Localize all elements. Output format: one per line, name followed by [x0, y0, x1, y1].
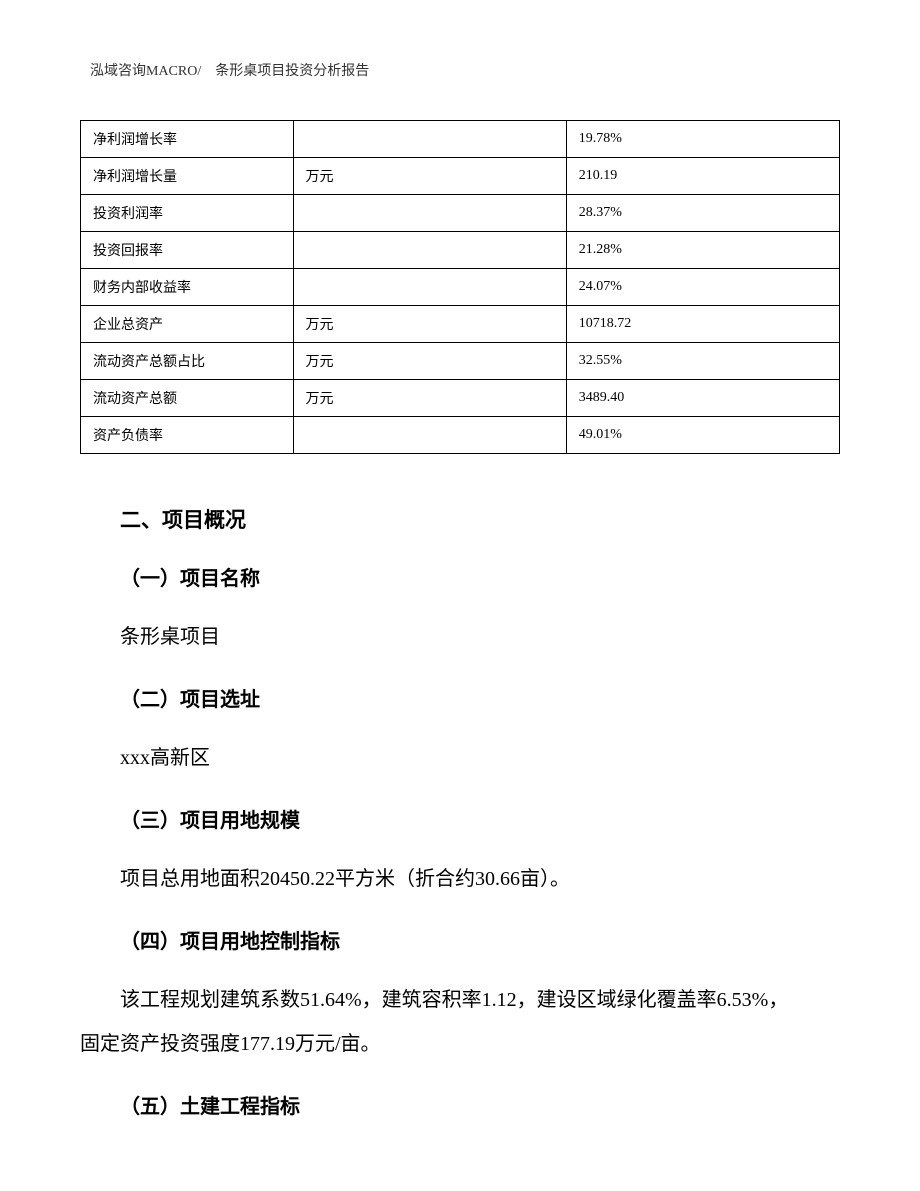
unit-cell	[293, 269, 566, 306]
subsection-title-3: （三）项目用地规模	[120, 804, 800, 833]
subsection-title-1: （一）项目名称	[120, 562, 800, 591]
subsection-title-4: （四）项目用地控制指标	[120, 925, 800, 954]
value-cell: 24.07%	[566, 269, 839, 306]
table-row: 投资回报率 21.28%	[81, 232, 840, 269]
subsection-text-2: xxx高新区	[120, 736, 800, 780]
table-row: 净利润增长量 万元 210.19	[81, 158, 840, 195]
table-row: 投资利润率 28.37%	[81, 195, 840, 232]
indicator-cell: 投资回报率	[81, 232, 294, 269]
indicator-cell: 流动资产总额占比	[81, 343, 294, 380]
value-cell: 10718.72	[566, 306, 839, 343]
table-row: 流动资产总额占比 万元 32.55%	[81, 343, 840, 380]
value-cell: 28.37%	[566, 195, 839, 232]
value-cell: 3489.40	[566, 380, 839, 417]
indicator-cell: 财务内部收益率	[81, 269, 294, 306]
unit-cell: 万元	[293, 380, 566, 417]
unit-cell: 万元	[293, 343, 566, 380]
unit-cell: 万元	[293, 158, 566, 195]
subsection-text-4: 该工程规划建筑系数51.64%，建筑容积率1.12，建设区域绿化覆盖率6.53%…	[80, 978, 800, 1066]
table-row: 财务内部收益率 24.07%	[81, 269, 840, 306]
indicator-cell: 投资利润率	[81, 195, 294, 232]
subsection-title-2: （二）项目选址	[120, 683, 800, 712]
unit-cell	[293, 195, 566, 232]
value-cell: 32.55%	[566, 343, 839, 380]
indicator-cell: 流动资产总额	[81, 380, 294, 417]
table-row: 流动资产总额 万元 3489.40	[81, 380, 840, 417]
document-content: 二、项目概况 （一）项目名称 条形桌项目 （二）项目选址 xxx高新区 （三）项…	[80, 504, 840, 1119]
unit-cell	[293, 417, 566, 454]
value-cell: 210.19	[566, 158, 839, 195]
subsection-title-5: （五）土建工程指标	[120, 1090, 800, 1119]
unit-cell: 万元	[293, 306, 566, 343]
table-row: 资产负债率 49.01%	[81, 417, 840, 454]
value-cell: 19.78%	[566, 121, 839, 158]
unit-cell	[293, 121, 566, 158]
table-row: 企业总资产 万元 10718.72	[81, 306, 840, 343]
header-text: 泓域咨询MACRO/ 条形桌项目投资分析报告	[90, 64, 369, 79]
unit-cell	[293, 232, 566, 269]
value-cell: 21.28%	[566, 232, 839, 269]
financial-indicators-table: 净利润增长率 19.78% 净利润增长量 万元 210.19 投资利润率 28.…	[80, 120, 840, 454]
subsection-text-1: 条形桌项目	[120, 615, 800, 659]
indicator-cell: 企业总资产	[81, 306, 294, 343]
subsection-text-3: 项目总用地面积20450.22平方米（折合约30.66亩）。	[120, 857, 800, 901]
indicator-cell: 净利润增长率	[81, 121, 294, 158]
value-cell: 49.01%	[566, 417, 839, 454]
section-main-title: 二、项目概况	[120, 504, 800, 534]
indicator-cell: 净利润增长量	[81, 158, 294, 195]
page-header: 泓域咨询MACRO/ 条形桌项目投资分析报告	[80, 60, 840, 80]
indicator-cell: 资产负债率	[81, 417, 294, 454]
table-row: 净利润增长率 19.78%	[81, 121, 840, 158]
